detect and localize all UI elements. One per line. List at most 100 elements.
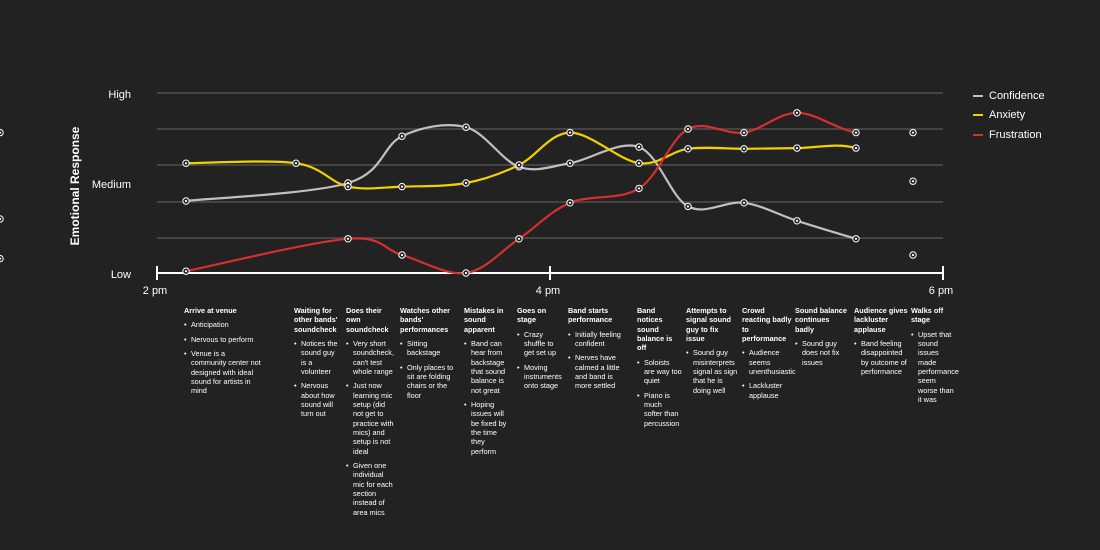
- stage-title: Crowd reacting badly to performance: [742, 306, 792, 343]
- anxiety-point-dot: [184, 162, 188, 165]
- stage-bullet: Soloists are way too quiet: [637, 358, 682, 386]
- stage-bullet: Upset that sound issues made performance…: [911, 330, 959, 405]
- stage-column: Audience gives lackluster applause Band f…: [854, 306, 910, 381]
- frustration-point-dot: [568, 201, 572, 204]
- y-tick-label: Low: [111, 269, 131, 281]
- confidence-line: [184, 124, 858, 240]
- frustration-point-dot: [346, 237, 350, 240]
- stage-title: Arrive at venue: [184, 306, 237, 315]
- stage-title: Band starts performance: [568, 306, 613, 325]
- stage-bullet: Crazy shuffle to get set up: [517, 330, 561, 358]
- anxiety-point-dot: [0, 217, 2, 221]
- stage-bullets: Very short soundcheck, can't test whole …: [346, 339, 396, 517]
- stage-column: Sound balance continues badly Sound guy d…: [795, 306, 847, 372]
- stage-bullet: Venue is a community center not designed…: [184, 349, 262, 396]
- stage-title: Band notices sound balance is off: [637, 306, 673, 353]
- stage-bullet: Only places to sit are folding chairs or…: [400, 363, 460, 400]
- y-axis-label: Emotional Response: [68, 126, 82, 246]
- anxiety-line: [184, 131, 858, 190]
- legend-item-anxiety: Anxiety: [973, 106, 1045, 126]
- stage-bullets: Initially feeling confident Nerves have c…: [568, 330, 630, 391]
- frustration-point-dot: [400, 253, 404, 257]
- stage-bullet: Nervous to perform: [184, 335, 262, 345]
- legend-item-confidence: Confidence: [973, 86, 1045, 106]
- stage-column: Band starts performance Initially feeling…: [568, 306, 630, 396]
- confidence-point-dot: [400, 135, 404, 138]
- stage-title: Watches other bands' performances: [400, 306, 451, 334]
- stage-bullets: Band can hear from backstage that sound …: [464, 339, 511, 456]
- series-lines: [0, 109, 917, 277]
- stage-title: Walks off stage: [911, 306, 944, 325]
- stage-title: Mistakes in sound apparent: [464, 306, 504, 334]
- confidence-point-dot: [686, 205, 690, 208]
- confidence-point-dot: [464, 126, 468, 129]
- anxiety-point-dot: [742, 147, 746, 150]
- stage-bullets: Crazy shuffle to get set up Moving instru…: [517, 330, 562, 391]
- stage-bullet: Nerves have calmed a little and band is …: [568, 353, 630, 390]
- stage-column: Waiting for other bands' soundcheck Notic…: [294, 306, 340, 424]
- y-tick-label: High: [108, 89, 131, 101]
- stage-bullet: Sound guy misinterprets signal as sign t…: [686, 348, 739, 395]
- frustration-line: [184, 111, 858, 275]
- legend-label: Confidence: [989, 89, 1045, 102]
- frustration-point-dot: [742, 131, 746, 134]
- frustration-point: [0, 128, 4, 137]
- legend-label: Frustration: [989, 128, 1042, 141]
- anxiety-point-dot: [346, 185, 350, 188]
- x-tick-label: 2 pm: [143, 285, 167, 297]
- confidence-point-dot: [795, 219, 799, 222]
- stage-column: Walks off stage Upset that sound issues m…: [911, 306, 959, 409]
- stage-bullet: Lackluster applause: [742, 381, 792, 400]
- stage-column: Goes on stage Crazy shuffle to get set up…: [517, 306, 562, 396]
- stage-column: Arrive at venue Anticipation Nervous to pe…: [184, 306, 262, 401]
- frustration-point-dot: [517, 237, 521, 240]
- x-axis-ticks: 2 pm 4 pm 6 pm: [143, 285, 953, 297]
- stage-bullet: Band feeling disappointed by outcome of …: [854, 339, 910, 376]
- stage-bullets: Anticipation Nervous to perform Venue is a…: [184, 320, 262, 395]
- stage-bullet: Sitting backstage: [400, 339, 460, 358]
- anxiety-point-dot: [795, 146, 799, 150]
- confidence-point-dot: [0, 257, 2, 260]
- stage-bullet: Anticipation: [184, 320, 262, 330]
- stage-column: Crowd reacting badly to performance Audie…: [742, 306, 796, 405]
- stage-column: Watches other bands' performances Sitting…: [400, 306, 460, 405]
- stage-title: Waiting for other bands' soundcheck: [294, 306, 338, 334]
- stage-title: Goes on stage: [517, 306, 547, 325]
- anxiety-point-dot: [637, 162, 641, 165]
- x-tick-label: 6 pm: [929, 285, 953, 297]
- anxiety-point-dot: [686, 147, 690, 150]
- stage-bullets: Sound guy misinterprets signal as sign t…: [686, 348, 739, 395]
- stage-bullet: Band can hear from backstage that sound …: [464, 339, 511, 395]
- x-tick-label: 4 pm: [536, 285, 560, 297]
- stage-column: Mistakes in sound apparent Band can hear …: [464, 306, 511, 461]
- anxiety-point-dot: [517, 163, 521, 167]
- stage-column: Does their own soundcheck Very short soun…: [346, 306, 396, 522]
- frustration-point-dot: [637, 187, 641, 190]
- confidence-point-dot: [742, 201, 746, 204]
- frustration-point-dot: [464, 271, 468, 275]
- stage-bullet: Very short soundcheck, can't test whole …: [346, 339, 396, 376]
- confidence-point: [0, 254, 4, 263]
- stage-bullets: Soloists are way too quiet Piano is much …: [637, 358, 682, 428]
- legend-swatch: [973, 114, 983, 117]
- stage-bullets: Sitting backstage Only places to sit are …: [400, 339, 460, 400]
- frustration-point-dot: [795, 111, 799, 114]
- stage-bullet: Just now learning mic setup (did not get…: [346, 381, 396, 456]
- stage-bullets: Notices the sound guy is a volunteer Nerv…: [294, 339, 340, 419]
- x-axis: [156, 266, 944, 280]
- stage-bullet: Nervous about how sound will turn out: [294, 381, 340, 418]
- stage-bullet: Given one individual mic for each sectio…: [346, 461, 396, 517]
- confidence-point-dot: [911, 253, 915, 257]
- stage-bullet: Initially feeling confident: [568, 330, 630, 349]
- anxiety-point-dot: [568, 131, 572, 134]
- stage-column: Band notices sound balance is off Soloist…: [637, 306, 682, 433]
- frustration-point-dot: [911, 131, 915, 134]
- y-tick-label: Medium: [92, 179, 131, 191]
- stage-bullets: Upset that sound issues made performance…: [911, 330, 959, 405]
- legend-swatch: [973, 133, 983, 136]
- anxiety-point-dot: [854, 146, 858, 150]
- confidence-point-dot: [568, 162, 572, 165]
- frustration-point-dot: [854, 131, 858, 134]
- chart-legend: Confidence Anxiety Frustration: [973, 86, 1045, 145]
- stage-bullet: Sound guy does not fix issues: [795, 339, 847, 367]
